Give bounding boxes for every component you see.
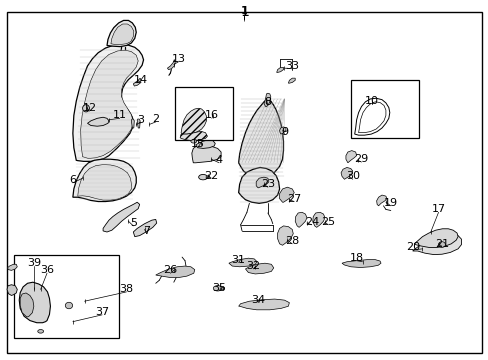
Text: 23: 23 xyxy=(260,179,274,189)
Text: 39: 39 xyxy=(27,258,41,268)
Polygon shape xyxy=(107,21,136,46)
Polygon shape xyxy=(7,264,17,270)
Text: 5: 5 xyxy=(129,218,137,228)
Polygon shape xyxy=(20,293,34,317)
Polygon shape xyxy=(181,108,206,134)
Text: 24: 24 xyxy=(304,217,318,227)
Polygon shape xyxy=(345,150,356,163)
Polygon shape xyxy=(312,212,325,227)
Text: 32: 32 xyxy=(246,261,260,271)
Bar xyxy=(14,255,119,338)
Text: 18: 18 xyxy=(349,253,363,263)
Text: 8: 8 xyxy=(264,97,271,107)
Polygon shape xyxy=(412,234,461,255)
Ellipse shape xyxy=(190,139,196,143)
Polygon shape xyxy=(103,202,140,232)
Polygon shape xyxy=(245,263,273,274)
Polygon shape xyxy=(87,117,109,126)
Text: 28: 28 xyxy=(285,236,299,246)
Ellipse shape xyxy=(220,287,224,289)
Text: 12: 12 xyxy=(82,103,96,113)
Text: 16: 16 xyxy=(204,111,219,121)
Text: 6: 6 xyxy=(69,175,76,185)
Text: 38: 38 xyxy=(119,284,133,294)
Text: 15: 15 xyxy=(191,139,205,149)
Polygon shape xyxy=(7,285,17,296)
Ellipse shape xyxy=(198,175,207,180)
Polygon shape xyxy=(137,119,140,128)
Polygon shape xyxy=(131,119,134,128)
Text: 29: 29 xyxy=(354,154,368,164)
Text: 20: 20 xyxy=(405,242,419,252)
Text: 14: 14 xyxy=(134,75,148,85)
Polygon shape xyxy=(279,187,294,202)
Bar xyxy=(350,80,418,138)
Ellipse shape xyxy=(205,176,209,179)
Polygon shape xyxy=(238,99,283,177)
Polygon shape xyxy=(19,282,50,323)
Polygon shape xyxy=(133,78,141,86)
Ellipse shape xyxy=(438,242,445,247)
Text: 36: 36 xyxy=(40,265,54,275)
Polygon shape xyxy=(228,258,257,267)
Text: 9: 9 xyxy=(280,127,287,136)
Text: 3: 3 xyxy=(137,115,144,125)
Polygon shape xyxy=(191,145,221,163)
Text: 2: 2 xyxy=(152,114,159,124)
Polygon shape xyxy=(340,167,352,179)
Polygon shape xyxy=(413,229,457,247)
Text: 13: 13 xyxy=(171,54,185,64)
Polygon shape xyxy=(288,78,295,83)
Text: 22: 22 xyxy=(204,171,218,181)
Polygon shape xyxy=(376,195,386,206)
Polygon shape xyxy=(256,177,268,188)
Polygon shape xyxy=(111,24,134,44)
Polygon shape xyxy=(276,67,283,72)
Text: 4: 4 xyxy=(215,155,222,165)
Text: 11: 11 xyxy=(112,111,126,121)
Text: 17: 17 xyxy=(430,204,445,215)
Polygon shape xyxy=(295,212,306,227)
Polygon shape xyxy=(195,140,215,148)
Text: 35: 35 xyxy=(212,283,225,293)
Polygon shape xyxy=(341,260,380,267)
Ellipse shape xyxy=(82,105,89,112)
Polygon shape xyxy=(238,167,279,203)
Polygon shape xyxy=(238,299,289,310)
Polygon shape xyxy=(133,220,157,237)
Polygon shape xyxy=(73,44,143,161)
Polygon shape xyxy=(78,165,131,200)
Polygon shape xyxy=(81,50,138,158)
Polygon shape xyxy=(156,266,194,278)
Polygon shape xyxy=(180,131,207,140)
Polygon shape xyxy=(277,226,293,245)
Text: 19: 19 xyxy=(383,198,397,208)
Text: 7: 7 xyxy=(143,226,150,236)
Bar xyxy=(175,87,232,140)
Text: 30: 30 xyxy=(345,171,359,181)
Text: 1: 1 xyxy=(241,6,247,16)
Text: 25: 25 xyxy=(321,217,335,227)
Text: 10: 10 xyxy=(365,96,379,106)
Polygon shape xyxy=(167,59,175,69)
Text: 37: 37 xyxy=(95,307,109,317)
Ellipse shape xyxy=(213,285,222,291)
Text: 1: 1 xyxy=(240,5,248,19)
Ellipse shape xyxy=(38,329,43,333)
Ellipse shape xyxy=(65,302,73,309)
Text: 27: 27 xyxy=(286,194,301,204)
Text: 31: 31 xyxy=(231,255,245,265)
Polygon shape xyxy=(73,159,136,202)
Text: 26: 26 xyxy=(163,265,177,275)
Polygon shape xyxy=(264,93,270,107)
Text: 34: 34 xyxy=(250,295,264,305)
Polygon shape xyxy=(279,127,285,134)
Text: 33: 33 xyxy=(285,61,299,71)
Text: 21: 21 xyxy=(434,239,448,249)
